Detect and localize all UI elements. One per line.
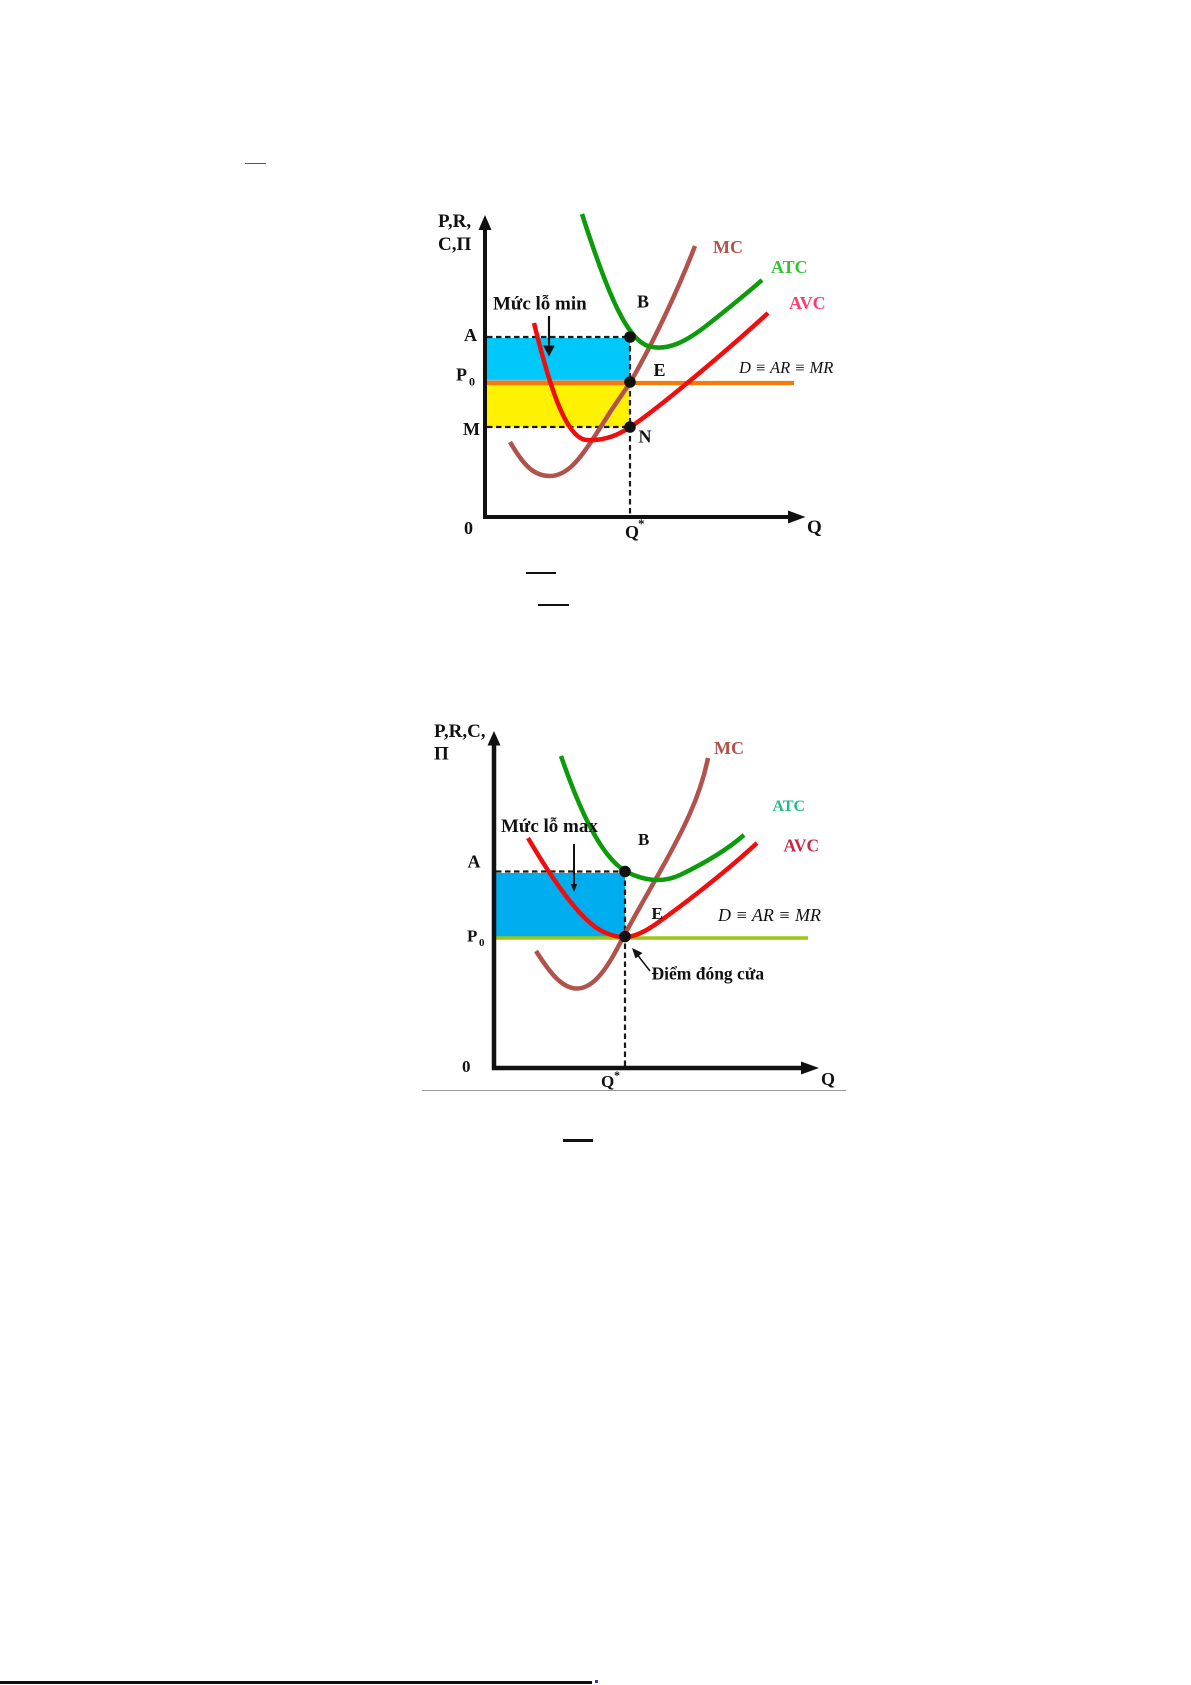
svg-text:*: * — [638, 516, 645, 531]
svg-text:Mức lỗ max: Mức lỗ max — [501, 816, 598, 837]
svg-text:N: N — [639, 427, 652, 447]
svg-text:E: E — [652, 904, 663, 923]
svg-text:AVC: AVC — [789, 293, 826, 313]
svg-text:A: A — [464, 325, 477, 345]
svg-text:Mức lỗ min: Mức lỗ min — [493, 294, 587, 315]
svg-text:MC: MC — [714, 738, 744, 758]
svg-text:Q: Q — [807, 517, 822, 538]
svg-text:P,R,: P,R, — [438, 211, 471, 232]
svg-text:A: A — [468, 852, 481, 872]
svg-text:Điểm đóng cửa: Điểm đóng cửa — [652, 964, 765, 984]
svg-text:E: E — [654, 360, 666, 380]
svg-text:Q: Q — [601, 1072, 614, 1091]
svg-text:ATC: ATC — [771, 257, 808, 277]
svg-text:AVC: AVC — [784, 836, 820, 856]
svg-text:P: P — [456, 365, 467, 385]
svg-text:Π: Π — [434, 744, 449, 765]
svg-text:ATC: ATC — [773, 798, 806, 815]
svg-text:D ≡ AR ≡ MR: D ≡ AR ≡ MR — [738, 358, 833, 377]
svg-text:MC: MC — [713, 237, 743, 257]
svg-text:M: M — [463, 419, 480, 439]
svg-text:C,Π: C,Π — [438, 234, 471, 255]
svg-text:B: B — [638, 830, 649, 849]
svg-text:D ≡ AR ≡ MR: D ≡ AR ≡ MR — [717, 905, 821, 925]
svg-text:P,R,C,: P,R,C, — [434, 721, 486, 742]
svg-text:Q: Q — [625, 522, 639, 542]
svg-text:Q: Q — [821, 1069, 835, 1089]
svg-text:B: B — [637, 292, 649, 312]
svg-text:0: 0 — [464, 518, 473, 538]
svg-text:0: 0 — [462, 1057, 471, 1076]
svg-text:P: P — [467, 927, 477, 946]
svg-text:0: 0 — [469, 375, 475, 389]
svg-text:*: * — [614, 1068, 620, 1082]
svg-text:0: 0 — [479, 937, 485, 949]
